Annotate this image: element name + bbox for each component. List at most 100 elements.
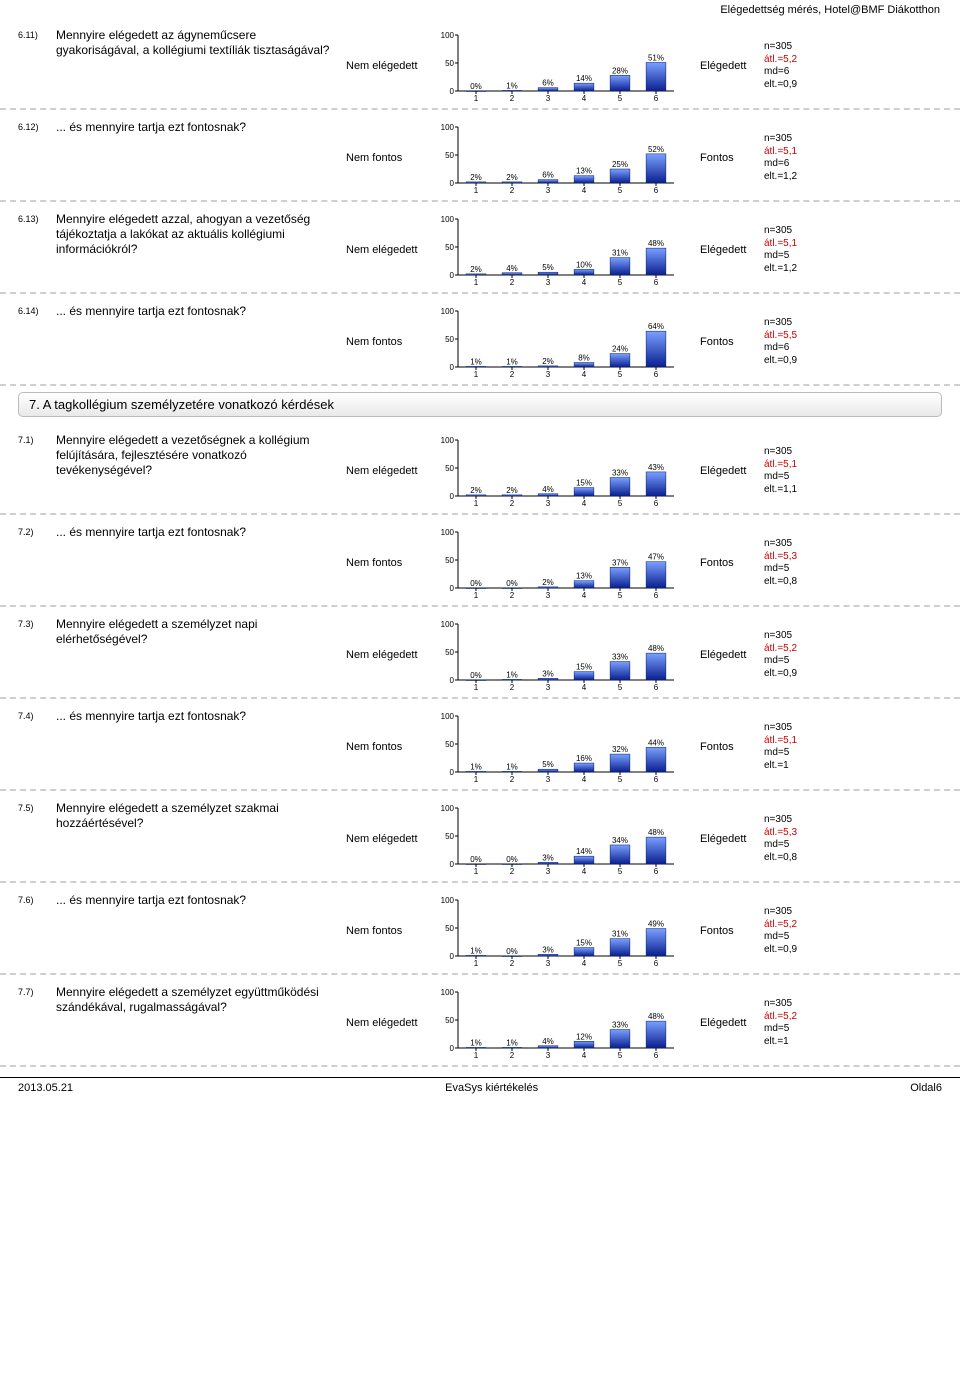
bar <box>574 488 594 496</box>
stats-block: n=305átl.=5,1md=5elt.=1,1 <box>764 446 844 496</box>
x-tick-label: 4 <box>582 775 587 784</box>
x-tick-label: 5 <box>618 775 623 784</box>
svg-text:50: 50 <box>445 59 454 68</box>
bar-value-label: 1% <box>506 81 518 90</box>
stat-elt: elt.=0,9 <box>764 79 844 92</box>
bar <box>646 62 666 91</box>
svg-text:0: 0 <box>450 584 455 593</box>
bar-value-label: 4% <box>542 485 554 494</box>
question-number: 7.7) <box>18 981 56 997</box>
scale-right-label: Fontos <box>692 925 764 937</box>
bar-value-label: 31% <box>612 930 628 939</box>
bar-value-label: 24% <box>612 345 628 354</box>
stats-block: n=305átl.=5,1md=5elt.=1 <box>764 722 844 772</box>
stat-atl: átl.=5,1 <box>764 238 844 251</box>
bar-value-label: 48% <box>648 1012 664 1021</box>
section-header: 7. A tagkollégium személyzetére vonatkoz… <box>18 392 942 417</box>
stat-atl: átl.=5,3 <box>764 827 844 840</box>
scale-right-label: Elégedett <box>692 465 764 477</box>
bar-value-label: 33% <box>612 1021 628 1030</box>
bar-value-label: 3% <box>542 945 554 954</box>
svg-text:0: 0 <box>450 363 455 372</box>
bar-value-label: 2% <box>470 173 482 182</box>
bar <box>466 274 486 275</box>
scale-left-label: Nem fontos <box>346 152 432 164</box>
bar-value-label: 0% <box>470 671 482 680</box>
stats-block: n=305átl.=5,1md=5elt.=1,2 <box>764 225 844 275</box>
stat-n: n=305 <box>764 814 844 827</box>
bar <box>466 495 486 496</box>
bar-value-label: 13% <box>576 572 592 581</box>
bar-value-label: 1% <box>470 946 482 955</box>
bar-value-label: 16% <box>576 754 592 763</box>
bar-chart: 0501000%11%23%315%433%548%6 <box>432 616 682 694</box>
svg-text:0: 0 <box>450 1044 455 1053</box>
stat-md: md=5 <box>764 1023 844 1036</box>
chart-container: 0501000%11%26%314%428%551%6 <box>432 27 692 105</box>
x-tick-label: 6 <box>654 94 659 103</box>
question-text: Mennyire elégedett a vezetőségnek a koll… <box>56 429 346 478</box>
bar-value-label: 52% <box>648 145 664 154</box>
bar-value-label: 34% <box>612 836 628 845</box>
x-tick-label: 1 <box>474 775 479 784</box>
bar-value-label: 1% <box>506 357 518 366</box>
bar-value-label: 32% <box>612 745 628 754</box>
bar-value-label: 43% <box>648 463 664 472</box>
svg-text:0: 0 <box>450 87 455 96</box>
stats-block: n=305átl.=5,2md=5elt.=1 <box>764 998 844 1048</box>
x-tick-label: 2 <box>510 867 515 876</box>
svg-text:50: 50 <box>445 1016 454 1025</box>
x-tick-label: 2 <box>510 775 515 784</box>
stat-n: n=305 <box>764 538 844 551</box>
x-tick-label: 1 <box>474 278 479 287</box>
question-text: ... és mennyire tartja ezt fontosnak? <box>56 521 346 540</box>
stat-md: md=6 <box>764 158 844 171</box>
bar <box>610 354 630 367</box>
page-header: Elégedettség mérés, Hotel@BMF Diákotthon <box>0 0 960 18</box>
scale-right-label: Elégedett <box>692 833 764 845</box>
stat-elt: elt.=1 <box>764 760 844 773</box>
bar <box>538 88 558 91</box>
svg-text:0: 0 <box>450 676 455 685</box>
bar-value-label: 0% <box>506 855 518 864</box>
scale-right-label: Fontos <box>692 336 764 348</box>
bar-value-label: 3% <box>542 853 554 862</box>
x-tick-label: 1 <box>474 959 479 968</box>
bar <box>610 75 630 91</box>
question-text: Mennyire elégedett a személyzet napi elé… <box>56 613 346 647</box>
svg-text:100: 100 <box>441 804 455 813</box>
x-tick-label: 3 <box>546 683 551 692</box>
x-tick-label: 2 <box>510 370 515 379</box>
stats-block: n=305átl.=5,3md=5elt.=0,8 <box>764 814 844 864</box>
stats-block: n=305átl.=5,2md=5elt.=0,9 <box>764 906 844 956</box>
bar-value-label: 10% <box>576 260 592 269</box>
bar-value-label: 5% <box>542 263 554 272</box>
x-tick-label: 6 <box>654 775 659 784</box>
bar <box>574 269 594 275</box>
bar <box>466 366 486 367</box>
bar-value-label: 2% <box>506 486 518 495</box>
question-row: 7.2)... és mennyire tartja ezt fontosnak… <box>0 515 960 607</box>
scale-right-label: Elégedett <box>692 649 764 661</box>
svg-text:100: 100 <box>441 307 455 316</box>
x-tick-label: 3 <box>546 499 551 508</box>
bar-value-label: 4% <box>506 264 518 273</box>
x-tick-label: 4 <box>582 683 587 692</box>
svg-text:100: 100 <box>441 123 455 132</box>
bar <box>538 954 558 956</box>
stat-n: n=305 <box>764 41 844 54</box>
bar-value-label: 2% <box>506 173 518 182</box>
x-tick-label: 6 <box>654 278 659 287</box>
x-tick-label: 1 <box>474 186 479 195</box>
stat-n: n=305 <box>764 906 844 919</box>
bar-chart: 0501002%14%25%310%431%548%6 <box>432 211 682 289</box>
bar <box>538 366 558 367</box>
bar-value-label: 15% <box>576 479 592 488</box>
bar-value-label: 51% <box>648 53 664 62</box>
x-tick-label: 4 <box>582 186 587 195</box>
svg-text:100: 100 <box>441 896 455 905</box>
stat-md: md=5 <box>764 931 844 944</box>
bar <box>646 747 666 772</box>
svg-text:100: 100 <box>441 620 455 629</box>
x-tick-label: 6 <box>654 186 659 195</box>
